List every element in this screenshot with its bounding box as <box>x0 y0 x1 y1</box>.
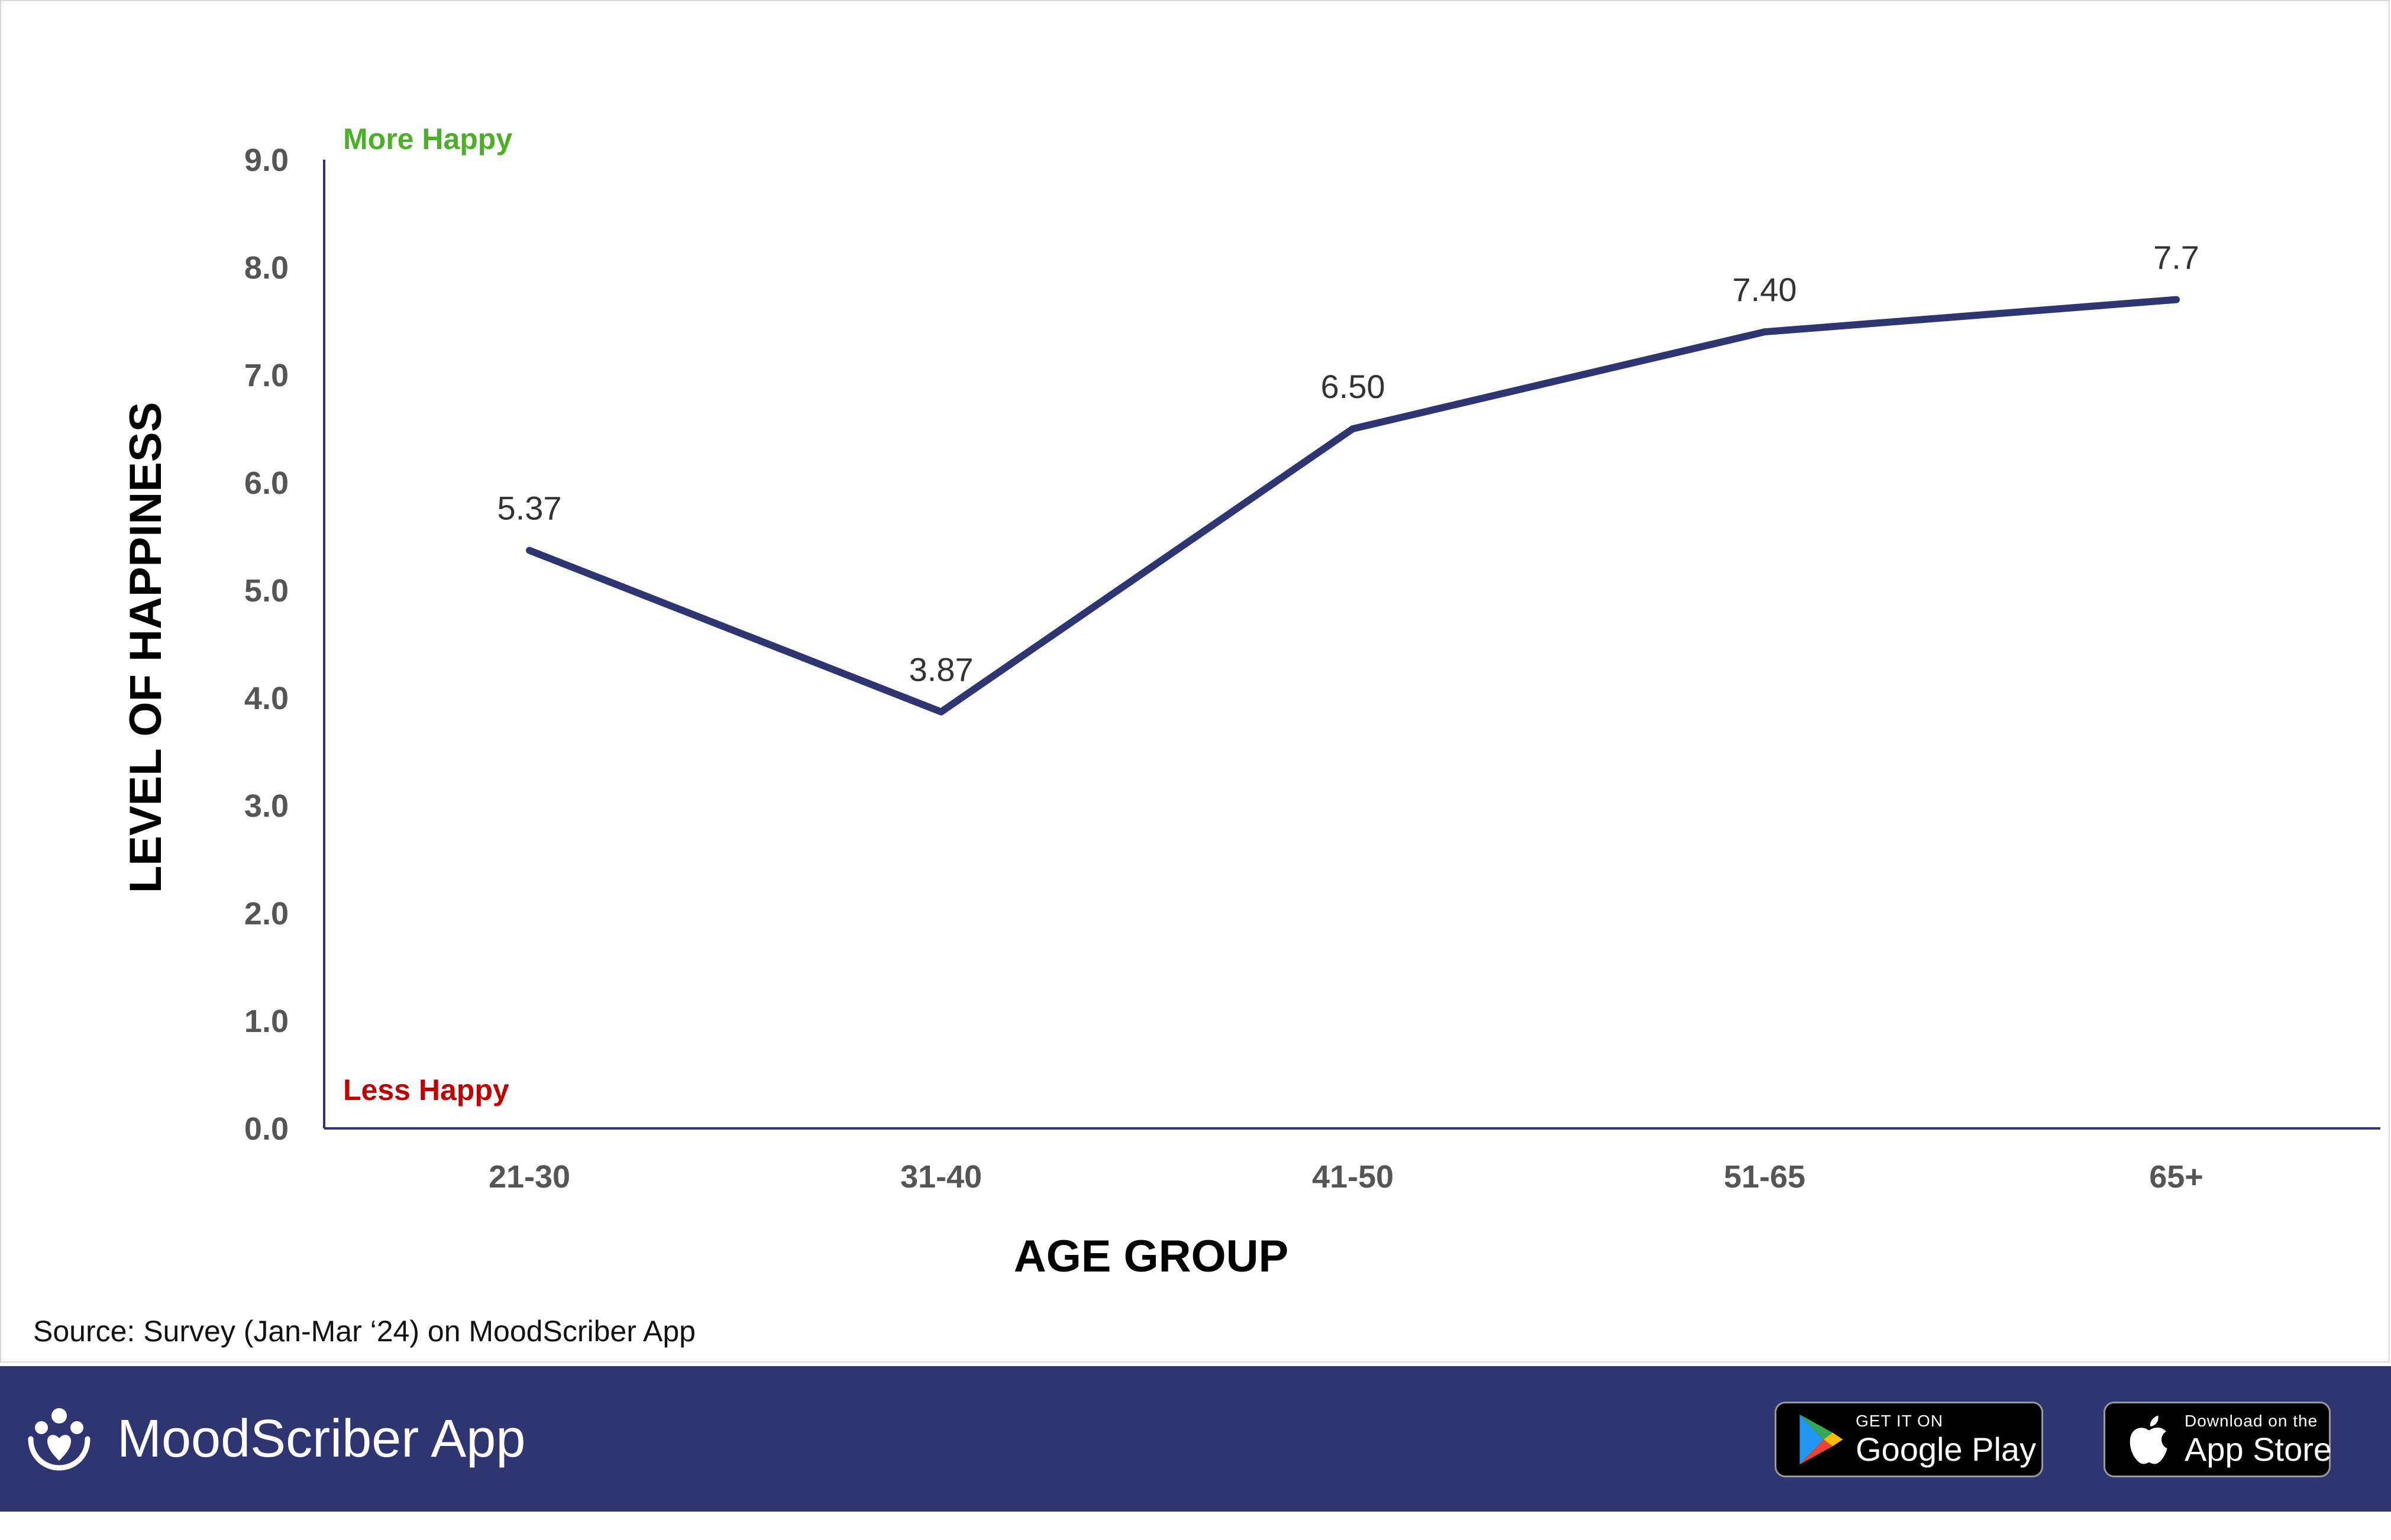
brand-name: MoodScriber App <box>117 1409 526 1468</box>
y-tick-label: 6.0 <box>244 465 289 501</box>
series-line <box>526 296 2180 716</box>
data-label: 7.40 <box>1733 271 1797 308</box>
y-tick-label: 5.0 <box>244 573 289 609</box>
annotation-more-happy: More Happy <box>343 122 512 156</box>
apple-icon <box>2130 1415 2167 1464</box>
source-note: Source: Survey (Jan-Mar ‘24) on MoodScri… <box>33 1315 696 1348</box>
app-store-small-label: Download on the <box>2185 1412 2318 1430</box>
y-tick-label: 4.0 <box>244 681 289 716</box>
y-tick-label: 0.0 <box>244 1111 289 1147</box>
google-play-large-label: Google Play <box>1856 1431 2037 1468</box>
y-tick-label: 9.0 <box>244 143 289 178</box>
app-store-large-label: App Store <box>2185 1431 2332 1468</box>
people-heart-icon <box>28 1408 91 1471</box>
data-label: 3.87 <box>909 651 974 688</box>
data-label: 5.37 <box>497 490 562 527</box>
x-tick-label: 51-65 <box>1724 1159 1805 1195</box>
footer-bar: MoodScriber App GET IT ON Google Play Do… <box>0 1366 2391 1512</box>
x-axis-ticks: 21-30 31-40 41-50 51-65 65+ <box>489 1159 2203 1195</box>
data-label: 7.7 <box>2153 239 2199 276</box>
x-tick-label: 31-40 <box>900 1159 982 1195</box>
x-axis-title: AGE GROUP <box>1014 1231 1289 1282</box>
x-tick-label: 41-50 <box>1312 1159 1394 1195</box>
y-tick-label: 8.0 <box>244 250 289 286</box>
y-tick-label: 3.0 <box>244 788 289 824</box>
google-play-small-label: GET IT ON <box>1856 1412 1943 1430</box>
brand: MoodScriber App <box>24 1366 525 1512</box>
line-chart: 0.0 1.0 2.0 3.0 4.0 5.0 6.0 7.0 8.0 9.0 21-30 31-4… <box>121 122 2380 1282</box>
google-play-icon <box>1799 1414 1843 1465</box>
chart-frame <box>0 0 2390 1363</box>
y-axis-title: LEVEL OF HAPPINESS <box>121 402 171 894</box>
y-tick-label: 2.0 <box>244 896 289 931</box>
app-store-badge[interactable]: Download on the App Store <box>2104 1402 2332 1477</box>
x-tick-label: 21-30 <box>489 1159 570 1195</box>
y-tick-label: 7.0 <box>244 358 289 393</box>
data-labels: 5.37 3.87 6.50 7.40 7.7 <box>497 239 2199 688</box>
x-tick-label: 65+ <box>2149 1159 2203 1195</box>
y-tick-label: 1.0 <box>244 1004 289 1039</box>
annotation-less-happy: Less Happy <box>343 1073 509 1107</box>
y-axis-ticks: 0.0 1.0 2.0 3.0 4.0 5.0 6.0 7.0 8.0 9.0 <box>244 143 289 1147</box>
google-play-badge[interactable]: GET IT ON Google Play <box>1775 1402 2043 1477</box>
data-label: 6.50 <box>1321 368 1385 405</box>
